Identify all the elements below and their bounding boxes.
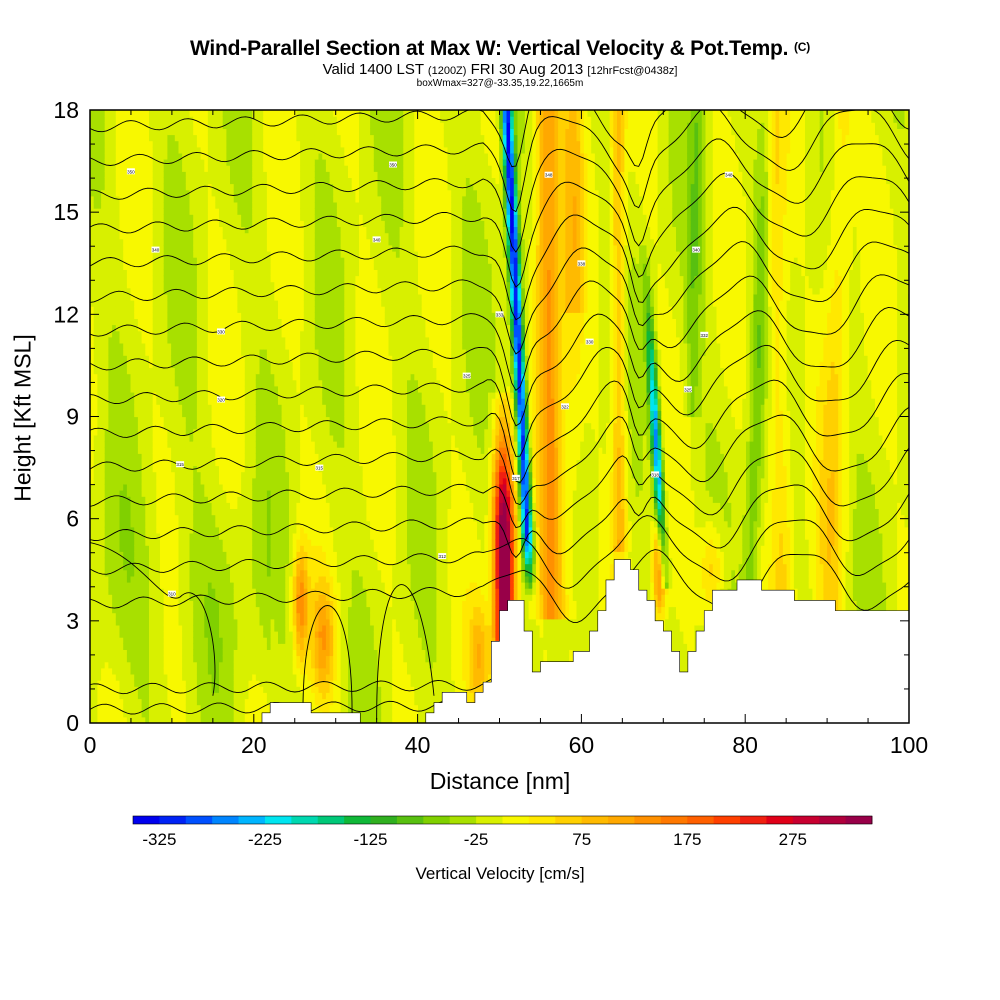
colorbar-swatch [529,816,556,824]
theta-label: 348 [725,172,733,178]
x-tick-label: 20 [241,732,267,758]
theta-label: 325 [463,373,471,379]
colorbar-swatch [687,816,714,824]
theta-label: 317 [512,475,520,481]
theta-label-text: 322 [561,404,569,409]
theta-label: 340 [373,236,381,242]
colorbar-swatch [423,816,450,824]
colorbar-tick-label: -325 [142,830,176,849]
colorbar-swatch [344,816,371,824]
colorbar-swatch [555,816,582,824]
theta-label: 340 [152,247,160,253]
theta-label: 350 [389,162,397,168]
colorbar-swatch [793,816,820,824]
y-tick-label: 12 [53,301,79,327]
colorbar-swatch [239,816,266,824]
theta-label-text: 320 [217,398,225,403]
x-tick-label: 40 [405,732,431,758]
theta-label: 312 [438,553,446,559]
theta-label: 315 [315,465,323,471]
colorbar-swatch [476,816,503,824]
y-tick-label: 3 [66,608,79,634]
theta-label: 348 [545,172,553,178]
colorbar-swatch [740,816,767,824]
x-tick-label: 100 [890,732,928,758]
x-axis-title: Distance [nm] [430,768,571,795]
theta-label: 330 [217,328,225,334]
colorbar-swatch [212,816,239,824]
colorbar-tick-label: -225 [248,830,282,849]
colorbar-tick-label: -125 [353,830,387,849]
theta-label-text: 338 [578,261,586,266]
colorbar-swatch [265,816,292,824]
colorbar-tick-label: 275 [779,830,807,849]
theta-label: 338 [577,260,585,266]
y-tick-label: 0 [66,710,79,736]
colorbar-swatch [608,816,635,824]
colorbar-swatch [371,816,398,824]
theta-label-text: 340 [692,248,700,253]
colorbar-title: Vertical Velocity [cm/s] [415,864,584,884]
y-tick-label: 6 [66,506,79,532]
theta-label-text: 318 [651,472,659,477]
theta-label-text: 315 [176,462,184,467]
theta-label: 340 [692,247,700,253]
colorbar-swatch [397,816,424,824]
theta-label-text: 317 [512,476,520,481]
x-tick-label: 0 [84,732,97,758]
x-tick-label: 60 [569,732,595,758]
colorbar-swatch [846,816,873,824]
colorbar-swatch [450,816,477,824]
colorbar-swatch [318,816,345,824]
x-tick-label: 80 [732,732,758,758]
theta-label: 320 [217,397,225,403]
theta-label-text: 325 [463,374,471,379]
theta-label-text: 325 [684,387,692,392]
colorbar-swatch [582,816,609,824]
theta-label-text: 340 [373,237,381,242]
colorbar-swatch [661,816,688,824]
theta-label-text: 310 [168,592,176,597]
theta-label: 325 [684,386,692,392]
colorbar-swatch [159,816,186,824]
y-tick-label: 18 [53,97,79,123]
colorbar-tick-label: 75 [572,830,591,849]
theta-label-text: 348 [725,173,733,178]
theta-label: 330 [586,339,594,345]
theta-label-text: 340 [152,248,160,253]
colorbar-swatch [634,816,661,824]
theta-label-text: 333 [496,312,504,317]
theta-label-text: 350 [127,169,135,174]
y-tick-label: 9 [66,404,79,430]
theta-label-text: 350 [389,163,397,168]
colorbar-swatch [714,816,741,824]
colorbar-swatch [503,816,530,824]
colorbar: -325 -225 -125 -25 75 175 275 [133,816,872,849]
theta-label: 333 [496,311,504,317]
theta-label-text: 330 [217,329,225,334]
y-tick-label: 15 [53,199,79,225]
theta-label: 315 [176,461,184,467]
theta-label: 332 [700,332,708,338]
theta-label-text: 312 [438,554,446,559]
colorbar-swatch [133,816,160,824]
y-axis-title: Height [Kft MSL] [10,334,37,501]
colorbar-tick-label: 175 [673,830,701,849]
theta-label-text: 332 [701,333,709,338]
colorbar-swatch [186,816,213,824]
theta-label: 318 [651,471,659,477]
theta-label: 322 [561,403,569,409]
theta-label: 350 [127,168,135,174]
colorbar-swatch [819,816,846,824]
colorbar-swatch [291,816,318,824]
theta-label-text: 348 [545,173,553,178]
theta-label: 310 [168,591,176,597]
theta-label-text: 330 [586,340,594,345]
theta-label-text: 315 [316,466,324,471]
colorbar-tick-label: -25 [464,830,489,849]
colorbar-swatch [766,816,793,824]
